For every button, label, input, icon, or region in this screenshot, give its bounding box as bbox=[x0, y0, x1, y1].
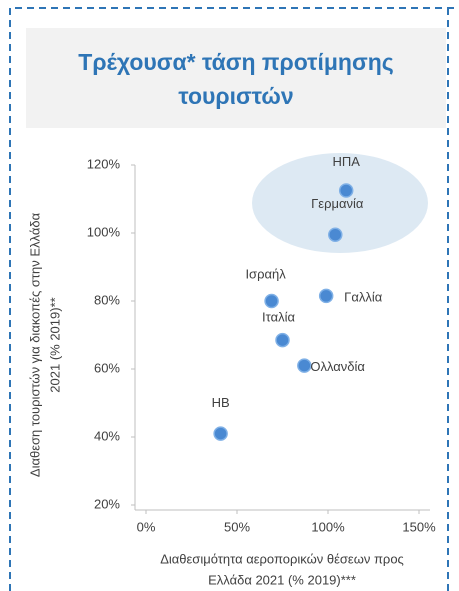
x-tick-label: 100% bbox=[311, 519, 345, 534]
point bbox=[338, 183, 354, 198]
point bbox=[318, 288, 334, 304]
x-axis-label: Ελλάδα 2021 (% 2019)*** bbox=[208, 572, 356, 587]
point bbox=[275, 332, 290, 348]
y-tick-label: 120% bbox=[87, 156, 121, 171]
point bbox=[264, 293, 279, 309]
y-tick-label: 80% bbox=[94, 292, 120, 307]
point-label: Ιταλία bbox=[262, 310, 295, 325]
x-tick-label: 0% bbox=[137, 519, 156, 534]
x-axis-label: Διαθεσιμότητα αεροπορικών θέσεων προς bbox=[160, 551, 404, 566]
point bbox=[213, 426, 228, 441]
point bbox=[297, 358, 312, 373]
point bbox=[328, 227, 343, 242]
highlight bbox=[252, 153, 428, 253]
x-tick-label: 50% bbox=[224, 519, 250, 534]
x-tick-label: 150% bbox=[402, 519, 436, 534]
title: τουριστών bbox=[178, 83, 293, 109]
point-label: ΗΠΑ bbox=[332, 154, 360, 169]
card-border bbox=[9, 7, 458, 591]
point-label: Ισραήλ bbox=[245, 266, 286, 281]
y-axis-label: Διαθεση τουριστών για διακοπές στην Ελλά… bbox=[27, 212, 42, 477]
point-label: Γαλλία bbox=[344, 289, 383, 304]
point-label: ΗΒ bbox=[212, 395, 230, 410]
point-label: Ολλανδία bbox=[310, 359, 365, 374]
title: Τρέχουσα* τάση προτίμησης bbox=[78, 49, 393, 75]
y-tick-label: 20% bbox=[94, 496, 120, 511]
y-tick-label: 60% bbox=[94, 360, 120, 375]
y-axis-label: 2021 (% 2019)** bbox=[47, 297, 62, 392]
y-tick-label: 100% bbox=[87, 224, 121, 239]
point-label: Γερμανία bbox=[311, 196, 364, 211]
title-box bbox=[26, 28, 446, 128]
y-tick-label: 40% bbox=[94, 428, 120, 443]
